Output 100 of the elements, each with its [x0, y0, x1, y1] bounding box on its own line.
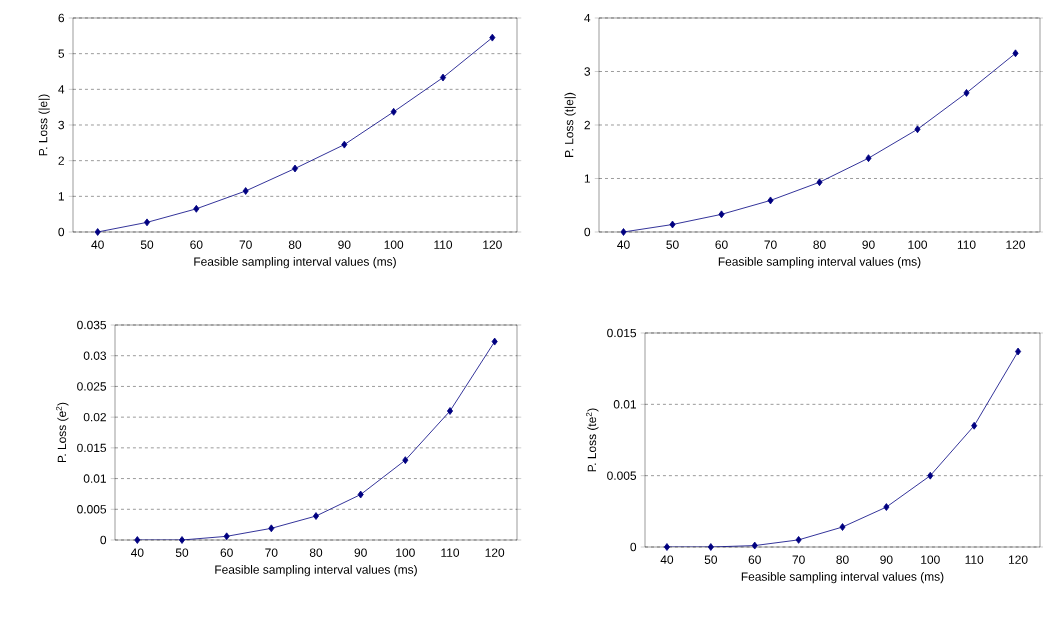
- y-tick-label: 0.025: [77, 382, 107, 391]
- y-axis-title: P. Loss (te$^{2}$): [586, 408, 599, 472]
- point: [402, 456, 409, 465]
- x-tick-label: 80: [309, 548, 323, 557]
- x-tick-label: 70: [792, 555, 805, 564]
- point: [914, 125, 921, 134]
- point: [143, 218, 151, 227]
- x-tick-label: 40: [130, 548, 144, 557]
- y-tick-label: 4: [58, 85, 65, 94]
- y-tick-label: 3: [584, 67, 591, 76]
- point: [669, 220, 676, 229]
- point: [489, 33, 496, 42]
- x-axis-title: Feasible sampling interval values (ms): [741, 572, 944, 584]
- y-tick-label: 6: [58, 13, 65, 23]
- x-tick-label: 60: [220, 548, 233, 557]
- x-tick-label: 50: [704, 555, 718, 564]
- point: [291, 164, 299, 173]
- y-tick-label: 0.02: [83, 412, 106, 422]
- point: [1012, 49, 1019, 58]
- point: [663, 543, 670, 551]
- x-axis-title: Feasible sampling interval values (ms): [194, 257, 396, 269]
- y-axis-title: P. Loss (|e|): [38, 94, 50, 156]
- y-tick-label: 0: [584, 227, 591, 237]
- point: [839, 523, 846, 531]
- point: [193, 204, 200, 213]
- x-tick-label: 90: [338, 240, 351, 249]
- y-tick-label: 0: [58, 227, 65, 237]
- x-tick-label: 100: [908, 240, 928, 249]
- x-tick-label: 120: [485, 548, 505, 557]
- x-tick-label: 110: [965, 555, 984, 564]
- y-tick-label: 2: [58, 156, 64, 165]
- y-axis-title: P. Loss (t|e|): [564, 92, 576, 157]
- x-tick-label: 100: [396, 548, 415, 557]
- x-tick-label: 110: [441, 548, 460, 557]
- y-tick-label: 1: [58, 192, 64, 201]
- point: [963, 89, 970, 97]
- y-tick-label: 4: [584, 13, 591, 23]
- point: [718, 210, 725, 219]
- point: [816, 178, 823, 187]
- y-tick-label: 0: [630, 542, 637, 552]
- y-tick-label: 0.005: [77, 505, 107, 514]
- point: [223, 532, 230, 541]
- y-tick-label: 2: [584, 120, 590, 130]
- point: [927, 471, 934, 480]
- point: [446, 407, 454, 415]
- point: [707, 543, 714, 551]
- x-tick-label: 50: [175, 548, 189, 557]
- x-tick-label: 60: [715, 240, 728, 249]
- x-tick-label: 90: [862, 240, 875, 249]
- x-tick-label: 40: [91, 240, 104, 249]
- point: [1015, 347, 1022, 356]
- y-tick-label: 0.035: [77, 320, 107, 330]
- y-tick-label: 5: [58, 49, 65, 58]
- x-tick-label: 90: [880, 555, 893, 564]
- point: [883, 503, 890, 511]
- point: [341, 140, 348, 149]
- x-tick-label: 100: [384, 240, 404, 249]
- x-tick-label: 120: [1006, 240, 1026, 249]
- y-axis-title: P. Loss (e$^{2}$): [56, 402, 69, 463]
- x-tick-label: 120: [1008, 555, 1028, 564]
- x-tick-label: 60: [748, 555, 761, 564]
- point: [865, 154, 872, 163]
- point: [390, 107, 397, 116]
- x-tick-label: 50: [140, 240, 154, 249]
- x-tick-label: 50: [666, 240, 679, 249]
- y-tick-label: 1: [584, 174, 590, 183]
- x-tick-label: 70: [239, 240, 252, 249]
- y-tick-label: 0.005: [607, 471, 637, 480]
- x-tick-label: 110: [434, 240, 453, 249]
- point: [620, 228, 627, 236]
- x-tick-label: 100: [921, 555, 940, 564]
- x-tick-label: 120: [483, 240, 502, 249]
- x-tick-label: 70: [764, 240, 777, 249]
- y-tick-label: 0.01: [613, 400, 636, 409]
- x-tick-label: 40: [617, 240, 630, 249]
- point: [357, 490, 364, 499]
- x-tick-label: 80: [836, 555, 849, 564]
- point: [751, 541, 758, 550]
- y-tick-label: 0.015: [607, 328, 637, 338]
- x-tick-label: 80: [288, 240, 302, 249]
- point: [242, 187, 249, 195]
- y-tick-label: 0.015: [77, 443, 107, 453]
- y-tick-label: 3: [58, 120, 65, 130]
- x-tick-label: 70: [265, 548, 278, 557]
- point: [767, 196, 774, 205]
- y-tick-label: 0: [100, 535, 107, 545]
- point: [268, 524, 275, 533]
- point: [94, 228, 101, 236]
- point: [134, 536, 141, 544]
- point: [178, 536, 186, 544]
- point: [795, 535, 802, 544]
- point: [971, 421, 978, 430]
- x-axis-title: Feasible sampling interval values (ms): [718, 257, 921, 269]
- y-tick-label: 0.01: [83, 474, 106, 483]
- x-axis-title: Feasible sampling interval values (ms): [215, 565, 417, 577]
- point: [491, 337, 498, 346]
- x-tick-label: 60: [190, 240, 203, 249]
- y-tick-label: 0.03: [83, 351, 107, 360]
- x-tick-label: 40: [660, 555, 674, 564]
- point: [439, 73, 447, 82]
